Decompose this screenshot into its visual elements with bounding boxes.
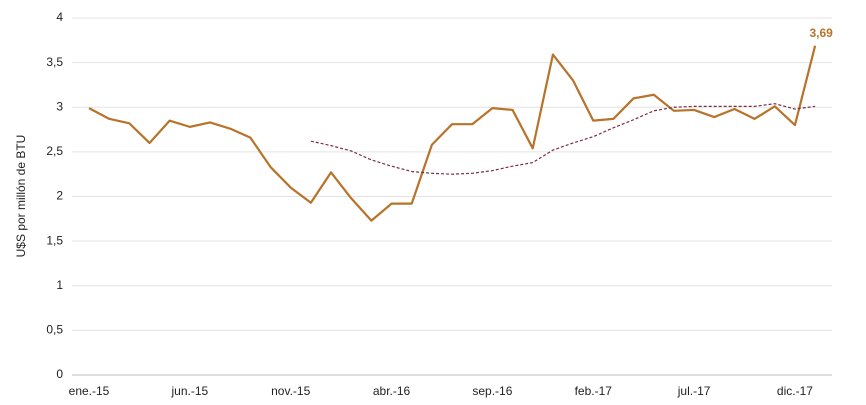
y-tick-label: 2 xyxy=(56,189,63,203)
y-tick-label: 1,5 xyxy=(46,233,63,247)
x-tick-label: jun.-15 xyxy=(170,384,208,398)
x-tick-label: ene.-15 xyxy=(69,384,110,398)
y-axis-label: U$S por millón de BTU xyxy=(14,135,28,258)
y-tick-label: 3 xyxy=(56,99,63,113)
data-label: 3,69 xyxy=(809,26,833,40)
y-tick-label: 0 xyxy=(56,367,63,381)
y-tick-label: 4 xyxy=(56,10,63,24)
y-tick-label: 2,5 xyxy=(46,144,63,158)
x-tick-label: sep.-16 xyxy=(472,384,512,398)
x-tick-label: jul.-17 xyxy=(677,384,711,398)
x-tick-label: abr.-16 xyxy=(373,384,411,398)
series-line xyxy=(310,103,816,175)
y-tick-label: 3,5 xyxy=(46,55,63,69)
x-tick-label: dic.-17 xyxy=(777,384,813,398)
y-tick-label: 0,5 xyxy=(46,323,63,337)
x-tick-label: feb.-17 xyxy=(575,384,613,398)
x-tick-label: nov.-15 xyxy=(271,384,310,398)
y-tick-label: 1 xyxy=(56,278,63,292)
series-line xyxy=(88,45,817,222)
